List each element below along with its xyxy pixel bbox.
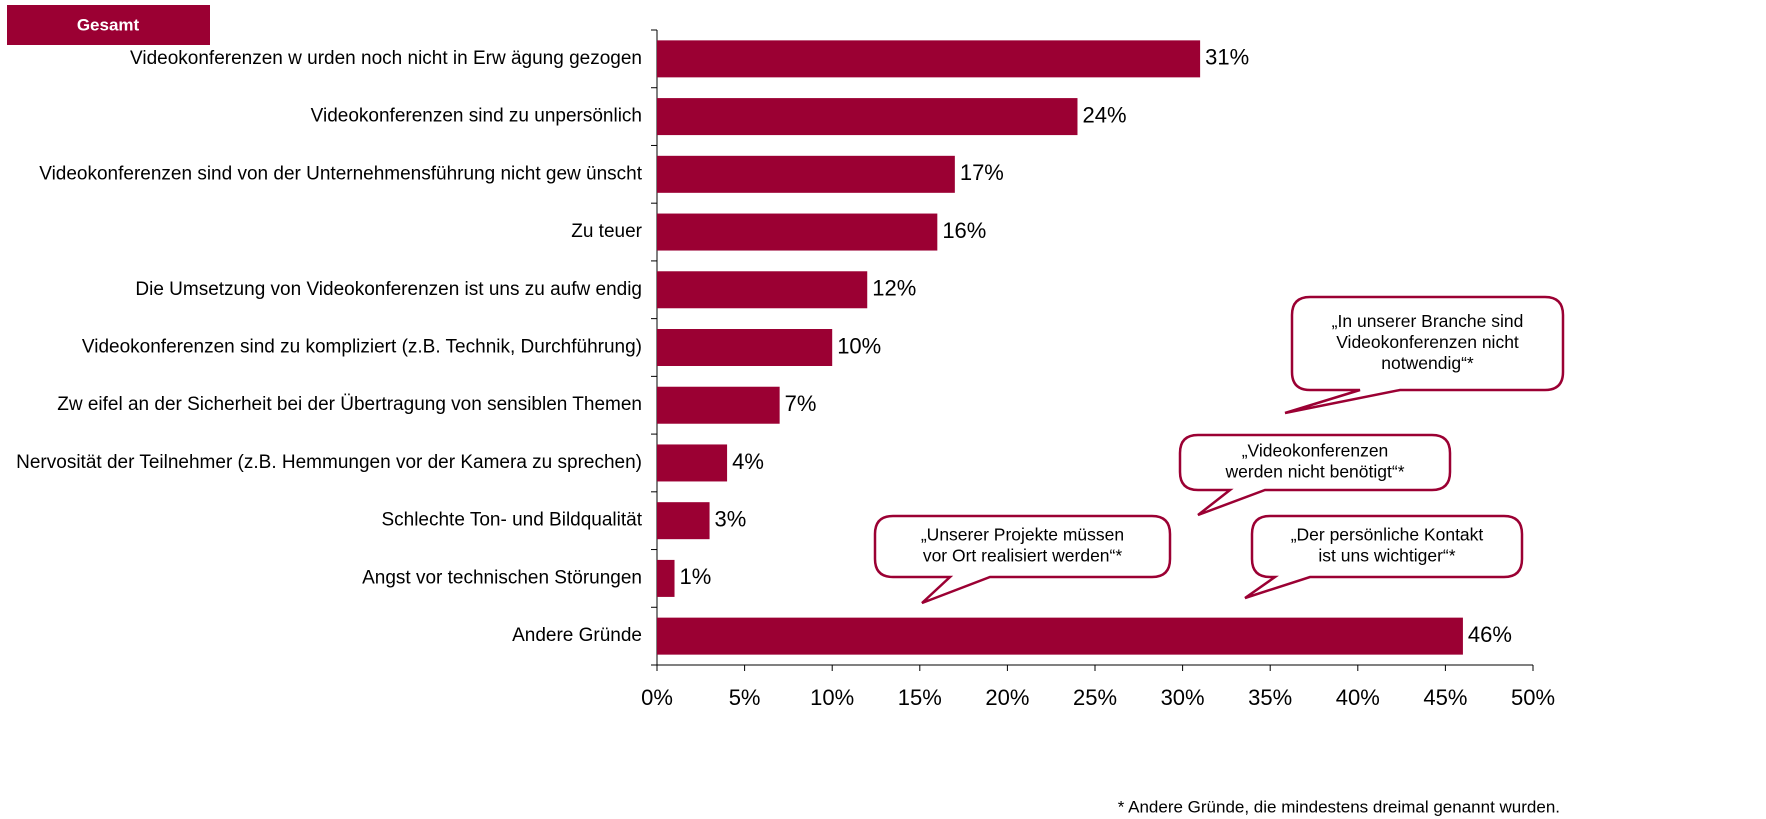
category-label: Videokonferenzen sind zu kompliziert (z.… — [82, 337, 642, 358]
category-label: Nervosität der Teilnehmer (z.B. Hemmunge… — [16, 452, 642, 473]
speech-bubble — [1284, 295, 1565, 415]
category-label: Videokonferenzen sind von der Unternehme… — [39, 163, 642, 184]
category-label: Andere Gründe — [512, 625, 642, 646]
category-label: Videokonferenzen w urden noch nicht in E… — [130, 48, 642, 69]
bar — [657, 98, 1078, 136]
value-label: 7% — [785, 391, 817, 416]
category-label: Zw eifel an der Sicherheit bei der Übert… — [57, 394, 642, 415]
value-label: 46% — [1468, 622, 1512, 647]
value-label: 12% — [872, 276, 916, 301]
category-label: Angst vor technischen Störungen — [362, 567, 642, 588]
category-label: Die Umsetzung von Videokonferenzen ist u… — [135, 279, 642, 300]
value-label: 24% — [1082, 102, 1126, 127]
bubble-text: werden nicht benötigt“* — [1225, 462, 1405, 482]
value-label: 16% — [942, 218, 986, 243]
bar — [657, 386, 780, 424]
bar — [657, 559, 675, 597]
x-tick-label: 10% — [810, 685, 854, 710]
bar — [657, 444, 728, 482]
speech-bubble — [873, 514, 1172, 605]
x-tick-label: 45% — [1423, 685, 1467, 710]
category-label: Videokonferenzen sind zu unpersönlich — [311, 106, 642, 127]
x-tick-label: 30% — [1161, 685, 1205, 710]
x-tick-label: 5% — [729, 685, 761, 710]
bubble-text: „Unserer Projekte müssen — [921, 525, 1124, 545]
bubble-text: ist uns wichtiger“* — [1318, 546, 1455, 566]
x-tick-label: 40% — [1336, 685, 1380, 710]
x-tick-label: 35% — [1248, 685, 1292, 710]
bubble-text: vor Ort realisiert werden“* — [923, 546, 1123, 566]
value-label: 10% — [837, 333, 881, 358]
bar — [657, 271, 868, 309]
bar — [657, 502, 710, 540]
bubble-text: Videokonferenzen nicht — [1336, 332, 1519, 352]
value-label: 31% — [1205, 45, 1249, 70]
value-label: 3% — [715, 506, 747, 531]
bar — [657, 155, 955, 193]
x-tick-label: 20% — [985, 685, 1029, 710]
speech-bubble — [1178, 433, 1452, 517]
category-label: Zu teuer — [571, 221, 642, 242]
category-label: Schlechte Ton- und Bildqualität — [381, 510, 642, 531]
value-label: 17% — [960, 160, 1004, 185]
x-tick-label: 50% — [1511, 685, 1555, 710]
bubble-text: notwendig“* — [1381, 353, 1474, 373]
bubble-text: „In unserer Branche sind — [1332, 311, 1524, 331]
bar — [657, 213, 938, 251]
bar — [657, 617, 1463, 655]
bubble-text: „Videokonferenzen — [1242, 441, 1389, 461]
x-tick-label: 15% — [898, 685, 942, 710]
bar — [657, 329, 833, 366]
bar — [657, 40, 1201, 78]
footnote: * Andere Gründe, die mindestens dreimal … — [1118, 797, 1560, 816]
value-label: 4% — [732, 449, 764, 474]
header-box — [7, 5, 210, 45]
x-tick-label: 0% — [641, 685, 673, 710]
value-label: 1% — [680, 564, 712, 589]
bubble-text: „Der persönliche Kontakt — [1291, 525, 1484, 545]
x-tick-label: 25% — [1073, 685, 1117, 710]
header: Gesamt — [77, 15, 140, 34]
speech-bubble — [1244, 514, 1524, 600]
